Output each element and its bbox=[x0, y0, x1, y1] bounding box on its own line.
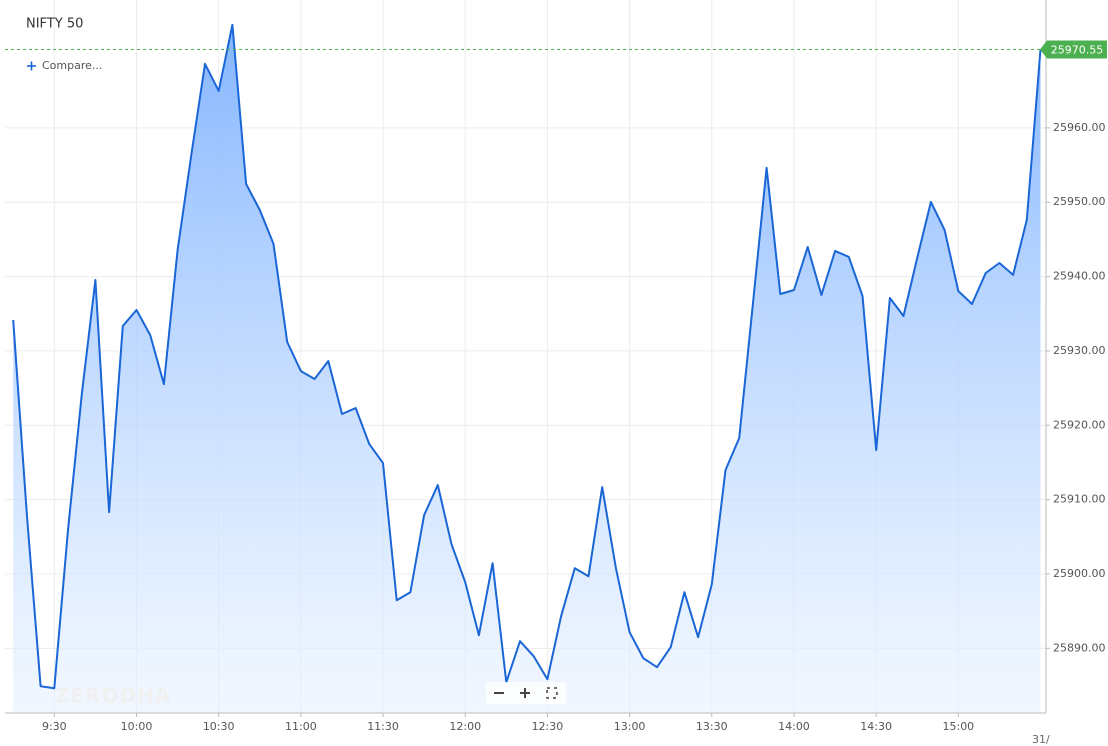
date-label: 31/ bbox=[1032, 733, 1050, 746]
y-tick-label: 25910.00 bbox=[1053, 493, 1106, 506]
x-tick-label: 9:30 bbox=[42, 720, 67, 733]
y-tick-label: 25930.00 bbox=[1053, 344, 1106, 357]
x-tick-label: 15:00 bbox=[942, 720, 974, 733]
price-line bbox=[12, 23, 1042, 690]
y-tick-label: 25940.00 bbox=[1053, 270, 1106, 283]
area-layer bbox=[12, 23, 1042, 714]
x-tick-label: 11:30 bbox=[367, 720, 399, 733]
x-tick-label: 13:00 bbox=[614, 720, 646, 733]
last-price-label: 25970.55 bbox=[1051, 43, 1104, 56]
y-tick-label: 25960.00 bbox=[1053, 121, 1106, 134]
last-price-tag bbox=[1040, 40, 1107, 59]
x-tick-label: 12:30 bbox=[532, 720, 564, 733]
y-tick-label: 25890.00 bbox=[1053, 641, 1106, 654]
fullscreen[interactable] bbox=[546, 687, 558, 699]
y-tick-label: 25950.00 bbox=[1053, 195, 1106, 208]
x-tick-label: 10:00 bbox=[121, 720, 153, 733]
x-tick-label: 10:30 bbox=[203, 720, 235, 733]
compare-label[interactable]: Compare... bbox=[42, 59, 102, 72]
x-tick-label: 13:30 bbox=[696, 720, 728, 733]
compare-button[interactable]: Compare... bbox=[27, 59, 102, 72]
chart-title: NIFTY 50 bbox=[26, 17, 83, 32]
x-tick-label: 14:00 bbox=[778, 720, 810, 733]
x-tick-label: 12:00 bbox=[449, 720, 481, 733]
x-tick-label: 14:30 bbox=[860, 720, 892, 733]
y-tick-label: 25900.00 bbox=[1053, 567, 1106, 580]
y-tick-label: 25920.00 bbox=[1053, 418, 1106, 431]
x-tick-label: 11:00 bbox=[285, 720, 317, 733]
area-fill bbox=[13, 24, 1041, 714]
watermark: ZERODHA bbox=[55, 684, 171, 708]
zoom-controls bbox=[486, 682, 566, 704]
